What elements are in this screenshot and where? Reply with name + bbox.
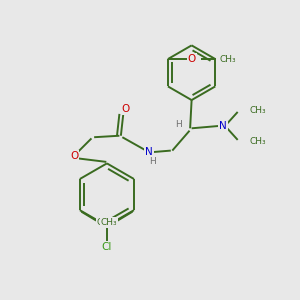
- Text: O: O: [122, 104, 130, 114]
- Text: O: O: [70, 151, 78, 160]
- Text: CH₃: CH₃: [250, 137, 266, 146]
- Text: CH₃: CH₃: [101, 218, 117, 227]
- Text: Cl: Cl: [102, 242, 112, 252]
- Text: H: H: [176, 120, 182, 129]
- Text: CH₃: CH₃: [219, 55, 236, 64]
- Text: CH₃: CH₃: [97, 218, 113, 227]
- Text: N: N: [145, 147, 153, 157]
- Text: O: O: [188, 54, 196, 64]
- Text: N: N: [219, 121, 227, 131]
- Text: H: H: [149, 157, 156, 166]
- Text: CH₃: CH₃: [250, 106, 266, 115]
